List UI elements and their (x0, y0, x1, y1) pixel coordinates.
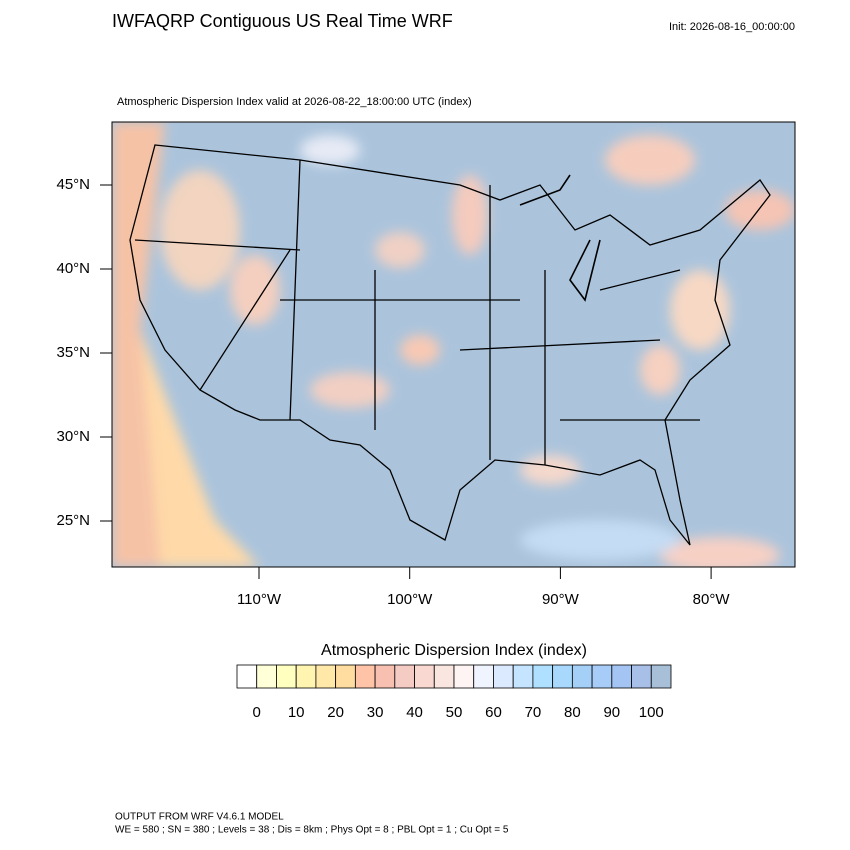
lon-label: 90°W (542, 591, 580, 608)
colorbar-label: 80 (564, 704, 581, 721)
colorbar-box (414, 664, 435, 689)
colorbar-box (394, 664, 415, 689)
colorbar-label: 100 (639, 704, 664, 721)
colorbar-title: Atmospheric Dispersion Index (index) (321, 642, 587, 659)
colorbar-box (354, 664, 376, 689)
colorbar-box (650, 664, 672, 689)
lat-label: 25°N (56, 512, 90, 529)
colorbar-box (512, 664, 534, 689)
init-time: Init: 2026-08-16_00:00:00 (669, 21, 795, 33)
colorbar-box (256, 664, 277, 689)
colorbar-box (552, 664, 573, 689)
footer-line: OUTPUT FROM WRF V4.6.1 MODEL (115, 812, 284, 823)
colorbar-box (276, 664, 297, 689)
lat-label: 40°N (56, 260, 90, 277)
lat-label: 30°N (56, 428, 90, 445)
colorbar-box (335, 664, 356, 689)
colorbar-label: 0 (253, 704, 261, 721)
colorbar-box (315, 664, 337, 689)
boundaries (129, 144, 771, 546)
colorbar-box (571, 664, 593, 689)
colorbar-box (473, 664, 494, 689)
footer-line: WE = 580 ; SN = 380 ; Levels = 38 ; Dis … (115, 825, 509, 836)
colorbar-label: 70 (525, 704, 542, 721)
colorbar-label: 60 (485, 704, 502, 721)
colorbar-label: 40 (406, 704, 423, 721)
colorbar-box (236, 664, 258, 689)
lon-label: 110°W (237, 591, 282, 608)
lon-label: 80°W (693, 591, 731, 608)
colorbar-label: 20 (327, 704, 344, 721)
map-frame (111, 121, 796, 568)
colorbar-box (433, 664, 455, 689)
colorbar-box (295, 664, 317, 689)
map-subtitle: Atmospheric Dispersion Index valid at 20… (117, 96, 472, 108)
colorbar-label: 50 (446, 704, 463, 721)
map (111, 121, 796, 568)
lat-label: 35°N (56, 344, 90, 361)
colorbar-label: 90 (603, 704, 620, 721)
colorbar-label: 30 (367, 704, 384, 721)
field-shading (112, 122, 795, 567)
colorbar-box (374, 664, 396, 689)
colorbar-box (453, 664, 475, 689)
colorbar-box (631, 664, 652, 689)
lat-label: 45°N (56, 176, 90, 193)
colorbar-label: 10 (288, 704, 305, 721)
colorbar-box (532, 664, 554, 689)
colorbar-box (591, 664, 613, 689)
lon-label: 100°W (387, 591, 433, 608)
title: IWFAQRP Contiguous US Real Time WRF (112, 11, 453, 31)
colorbar-box (611, 664, 632, 689)
colorbar-box (493, 664, 514, 689)
